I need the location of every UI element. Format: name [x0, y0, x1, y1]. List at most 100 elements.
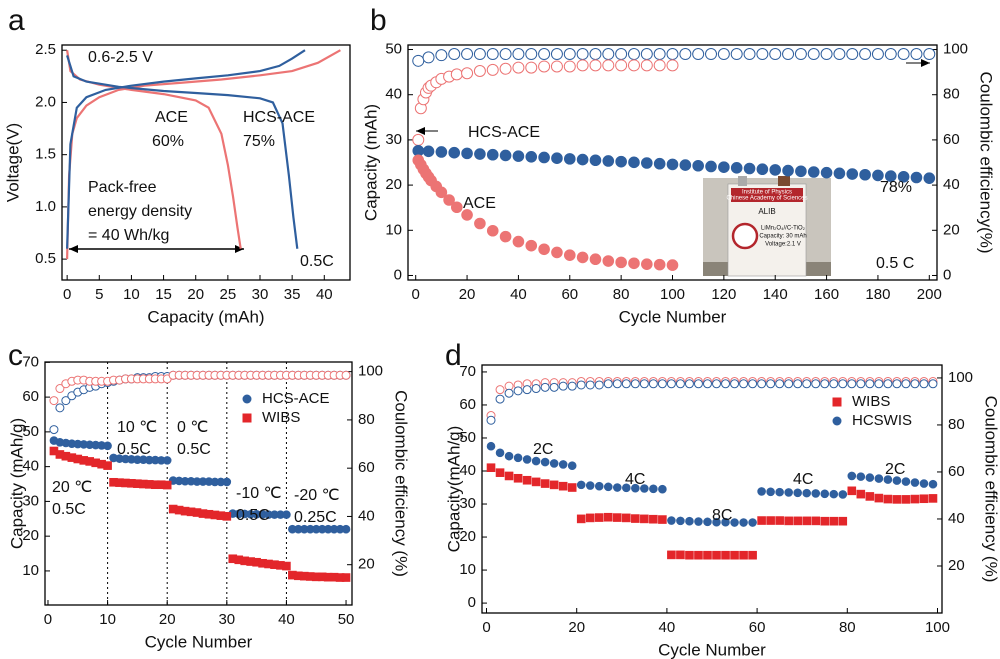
x-tick-label: 5: [95, 286, 103, 303]
data-point: [567, 381, 577, 391]
data-point: [766, 516, 775, 525]
data-point: [513, 453, 523, 463]
plot-frame: [407, 44, 938, 281]
data-point: [928, 479, 938, 489]
data-point: [549, 382, 559, 392]
data-point: [576, 380, 586, 390]
y2-tick-label: 60: [943, 131, 960, 148]
data-point: [576, 480, 586, 490]
data-point: [162, 456, 172, 465]
data-point: [504, 451, 514, 461]
data-point: [443, 194, 455, 206]
data-point: [730, 379, 740, 389]
panel: c 0 10 20 30 40 50 10 20 30 40 50 60 70 20 40 60 80 100 Cyc…: [7, 339, 410, 652]
data-point: [802, 379, 812, 389]
panel: b0 20 40 60 80 100 120 140 160 180 200010203040500…: [361, 4, 995, 327]
data-point: [525, 151, 538, 163]
data-point: [649, 514, 658, 524]
data-point: [540, 479, 550, 488]
legend-label: WIBS: [262, 409, 300, 426]
data-point: [558, 481, 568, 491]
x-tick-label: 60: [561, 286, 578, 303]
inset-text: Voltage:2.1 V: [765, 242, 801, 248]
legend-label: HCS-ACE: [262, 390, 330, 407]
data-point: [594, 481, 604, 491]
data-point: [865, 492, 875, 501]
x-tick-label: 160: [814, 286, 839, 303]
data-point: [504, 471, 514, 481]
data-point: [615, 256, 627, 269]
data-point: [847, 379, 857, 389]
data-point: [820, 166, 833, 179]
inset-text: LiMn₂O₄//C-TiO₂: [761, 226, 806, 232]
annotation: HCS-ACE: [468, 124, 540, 141]
data-point: [630, 379, 640, 389]
data-point: [649, 484, 658, 494]
annotation: 4C: [793, 471, 813, 488]
data-point: [883, 379, 893, 389]
y-tick-label: 1.5: [35, 146, 56, 163]
data-point: [589, 154, 602, 167]
data-point: [782, 164, 794, 177]
data-point: [748, 379, 758, 389]
data-point: [802, 488, 812, 498]
data-point: [910, 171, 923, 184]
x-tick-label: 40: [659, 619, 676, 636]
x-axis-title: Cycle Number: [658, 640, 766, 659]
x-tick-label: 40: [278, 611, 295, 628]
data-point: [640, 48, 653, 61]
y-tick-label: 40: [22, 458, 39, 475]
annotation: 0.25C: [294, 509, 337, 526]
data-point: [685, 516, 694, 526]
annotation: HCS-ACE: [243, 109, 315, 126]
data-point: [766, 379, 776, 389]
data-point: [640, 514, 649, 524]
data-point: [775, 379, 785, 389]
data-point: [910, 48, 923, 61]
y-tick-label: 0: [394, 266, 402, 283]
data-point: [512, 48, 525, 61]
y2-tick-label: 20: [948, 557, 965, 574]
x-tick-label: 20: [159, 611, 176, 628]
data-point: [621, 379, 631, 389]
data-point: [743, 162, 756, 175]
data-point: [412, 54, 425, 67]
panel-letter: a: [8, 4, 25, 37]
data-point: [512, 61, 525, 74]
data-point: [795, 165, 807, 178]
data-point: [718, 161, 730, 173]
data-point: [603, 482, 613, 492]
data-point: [603, 512, 613, 522]
data-point: [558, 381, 568, 391]
data-point: [486, 441, 496, 451]
data-point: [499, 149, 512, 162]
data-point: [748, 518, 757, 527]
data-point: [910, 379, 920, 389]
data-point: [461, 209, 473, 221]
y2-tick-label: 80: [358, 411, 375, 428]
data-point: [919, 379, 929, 389]
data-point: [435, 49, 448, 62]
data-point: [820, 379, 830, 389]
y2-tick-label: 100: [948, 369, 973, 386]
data-point: [910, 478, 920, 487]
legend-label: HCSWIS: [852, 412, 912, 429]
data-point: [775, 487, 784, 497]
data-point: [473, 48, 486, 61]
data-point: [871, 48, 884, 61]
x-axis-title: Cycle Number: [145, 632, 253, 651]
x-tick-label: 200: [917, 286, 942, 303]
data-point: [928, 379, 938, 389]
y2-tick-label: 100: [358, 363, 383, 380]
data-point: [702, 379, 712, 389]
data-point: [721, 550, 730, 560]
data-point: [657, 379, 667, 389]
data-point: [222, 477, 232, 487]
data-point: [653, 48, 666, 61]
data-point: [838, 379, 848, 389]
data-point: [538, 48, 551, 61]
data-point: [782, 48, 795, 61]
data-point: [627, 48, 640, 61]
data-point: [666, 48, 679, 61]
y2-axis-title: Coulombic efficiency(%): [977, 71, 996, 253]
